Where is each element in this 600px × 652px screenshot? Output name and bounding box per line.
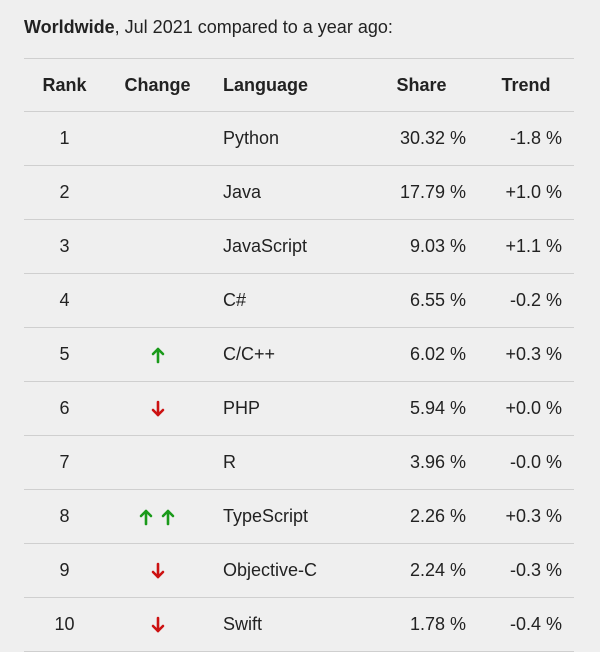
trend-cell: -0.0 %	[478, 435, 574, 490]
column-header: Rank	[24, 58, 105, 112]
down-arrow	[151, 562, 164, 579]
trend-cell: -0.4 %	[478, 597, 574, 652]
share-cell: 17.79 %	[365, 165, 478, 220]
column-header: Trend	[478, 58, 574, 112]
change-cell	[105, 489, 210, 544]
rank-cell: 1	[24, 111, 105, 166]
change-cell	[105, 165, 210, 220]
change-cell	[105, 327, 210, 382]
rank-cell: 4	[24, 273, 105, 328]
change-cell	[105, 111, 210, 166]
header-row: Rank Change Language Share Trend	[24, 58, 574, 112]
up-arrow	[151, 347, 164, 364]
trend-cell: -0.3 %	[478, 543, 574, 598]
language-cell: Java	[210, 165, 365, 220]
ranking-table: Rank Change Language Share Trend 1 Python…	[24, 58, 574, 652]
share-cell: 5.94 %	[365, 381, 478, 436]
table-row: 7 R 3.96 % -0.0 %	[24, 435, 574, 490]
trend-cell: -1.8 %	[478, 111, 574, 166]
table-row: 3 JavaScript 9.03 % +1.1 %	[24, 219, 574, 274]
share-cell: 6.02 %	[365, 327, 478, 382]
language-cell: C/C++	[210, 327, 365, 382]
share-cell: 2.26 %	[365, 489, 478, 544]
title-rest: , Jul 2021 compared to a year ago:	[114, 17, 393, 37]
language-cell: C#	[210, 273, 365, 328]
rank-cell: 9	[24, 543, 105, 598]
share-cell: 3.96 %	[365, 435, 478, 490]
language-cell: Objective-C	[210, 543, 365, 598]
change-cell	[105, 273, 210, 328]
rank-cell: 3	[24, 219, 105, 274]
table-row: 5 C/C++ 6.02 % +0.3 %	[24, 327, 574, 382]
change-cell	[105, 543, 210, 598]
language-cell: PHP	[210, 381, 365, 436]
table-row: 10 Swift 1.78 % -0.4 %	[24, 597, 574, 652]
table-row: 1 Python 30.32 % -1.8 %	[24, 111, 574, 166]
table-body: 1 Python 30.32 % -1.8 % 2 Java 17.79 % +1.0 % …	[24, 111, 574, 652]
trend-cell: +1.1 %	[478, 219, 574, 274]
share-cell: 9.03 %	[365, 219, 478, 274]
rank-cell: 10	[24, 597, 105, 652]
down-arrow	[151, 400, 164, 417]
column-header: Share	[365, 58, 478, 112]
column-header: Language	[210, 58, 365, 112]
table-row: 2 Java 17.79 % +1.0 %	[24, 165, 574, 220]
language-cell: R	[210, 435, 365, 490]
language-cell: JavaScript	[210, 219, 365, 274]
trend-cell: +0.3 %	[478, 327, 574, 382]
column-header: Change	[105, 58, 210, 112]
title: Worldwide, Jul 2021 compared to a year a…	[24, 17, 393, 38]
rank-cell: 5	[24, 327, 105, 382]
share-cell: 30.32 %	[365, 111, 478, 166]
language-cell: Python	[210, 111, 365, 166]
share-cell: 6.55 %	[365, 273, 478, 328]
change-cell	[105, 435, 210, 490]
down-arrow	[151, 616, 164, 633]
table-row: 4 C# 6.55 % -0.2 %	[24, 273, 574, 328]
rank-cell: 2	[24, 165, 105, 220]
rank-cell: 8	[24, 489, 105, 544]
rank-cell: 7	[24, 435, 105, 490]
trend-cell: +0.0 %	[478, 381, 574, 436]
share-cell: 2.24 %	[365, 543, 478, 598]
title-bold: Worldwide	[24, 17, 115, 37]
rank-cell: 6	[24, 381, 105, 436]
share-cell: 1.78 %	[365, 597, 478, 652]
table-row: 8 TypeScript 2.26 % +0.3 %	[24, 489, 574, 544]
language-cell: Swift	[210, 597, 365, 652]
double-up-arrow	[139, 509, 174, 526]
change-cell	[105, 219, 210, 274]
trend-cell: +1.0 %	[478, 165, 574, 220]
trend-cell: +0.3 %	[478, 489, 574, 544]
change-cell	[105, 597, 210, 652]
trend-cell: -0.2 %	[478, 273, 574, 328]
table-row: 9 Objective-C 2.24 % -0.3 %	[24, 543, 574, 598]
change-cell	[105, 381, 210, 436]
table-row: 6 PHP 5.94 % +0.0 %	[24, 381, 574, 436]
language-cell: TypeScript	[210, 489, 365, 544]
